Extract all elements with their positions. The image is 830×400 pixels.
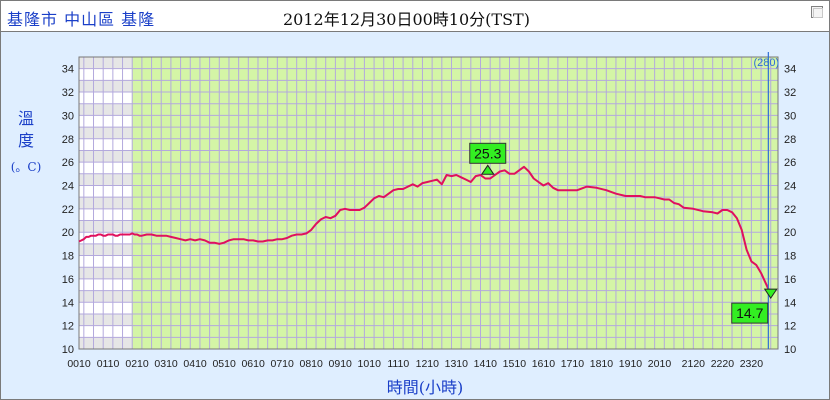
- night-shading-band: [79, 103, 133, 116]
- x-tick-label: 1710: [561, 358, 585, 370]
- night-shading-band: [79, 80, 133, 93]
- night-shading-band: [79, 127, 133, 139]
- window-close-box-icon[interactable]: [811, 6, 823, 18]
- x-tick-label: 0210: [125, 358, 149, 370]
- night-shading-band: [79, 302, 133, 314]
- y-tick-label-right: 28: [784, 134, 796, 146]
- night-shading-band: [79, 162, 133, 174]
- temperature-line: [78, 165, 772, 295]
- plot-area: [79, 57, 778, 349]
- night-shading-band: [79, 185, 133, 198]
- y-tick-label-right: 26: [784, 157, 796, 169]
- y-tick-label-left: 26: [62, 157, 74, 169]
- header-bar: 基隆市 中山區 基隆 2012年12月30日00時10分(TST): [1, 1, 829, 32]
- y-tick-label-left: 18: [62, 251, 74, 263]
- night-shading-band: [79, 197, 133, 209]
- night-shading-band: [79, 243, 133, 256]
- y-tick-label-left: 16: [62, 274, 74, 286]
- current-temp-marker: [763, 288, 778, 300]
- night-shading-band: [79, 325, 133, 338]
- night-shading-band: [79, 278, 133, 291]
- current-temp-label: 14.7: [736, 305, 763, 321]
- night-shading-band: [79, 255, 133, 268]
- night-shading-band: [79, 313, 133, 326]
- night-shading-band: [79, 208, 133, 221]
- y-tick-label-right: 22: [784, 204, 796, 216]
- night-shading-band: [79, 337, 133, 349]
- night-shading-band: [79, 138, 133, 151]
- max-temp-label: 25.3: [474, 145, 501, 161]
- night-shading-band: [79, 92, 133, 104]
- y-tick-label-right: 24: [784, 180, 796, 192]
- night-shading-band: [79, 150, 133, 163]
- y-tick-label-left: 28: [62, 134, 74, 146]
- y-tick-label-left: 20: [62, 227, 74, 239]
- y-tick-label-right: 16: [784, 274, 796, 286]
- x-tick-label: 1510: [503, 358, 527, 370]
- x-tick-label: 1610: [532, 358, 556, 370]
- y-tick-label-right: 20: [784, 227, 796, 239]
- x-tick-label: 0410: [183, 358, 207, 370]
- y-tick-label-left: 34: [62, 64, 74, 76]
- x-tick-label: 0910: [329, 358, 353, 370]
- night-shading-band: [79, 290, 133, 303]
- night-shading-band: [79, 267, 133, 279]
- max-temp-marker: [480, 164, 495, 175]
- plot-border: [78, 56, 779, 350]
- x-tick-label: 1210: [416, 358, 440, 370]
- x-tick-label: 0810: [300, 358, 324, 370]
- x-tick-label: 0510: [212, 358, 236, 370]
- x-tick-label: 2320: [740, 358, 764, 370]
- x-tick-label: 0710: [270, 358, 294, 370]
- night-shading-band: [79, 173, 133, 186]
- x-tick-label: 0010: [67, 358, 91, 370]
- night-shading-band: [79, 232, 133, 244]
- x-tick-label: 2120: [682, 358, 706, 370]
- x-tick-label: 0610: [241, 358, 265, 370]
- y-tick-label-left: 10: [62, 344, 74, 356]
- x-tick-label: 0110: [97, 358, 120, 370]
- current-time-label: (280): [753, 57, 779, 69]
- y-tick-label-right: 32: [784, 87, 796, 99]
- observation-datetime: 2012年12月30日00時10分(TST): [283, 10, 530, 29]
- y-tick-label-right: 34: [784, 64, 796, 76]
- night-shading-band: [79, 68, 133, 81]
- y-tick-label-right: 30: [784, 110, 796, 122]
- current-temp-label-box: [731, 302, 769, 324]
- y-tick-label-right: 10: [784, 344, 796, 356]
- y-tick-label-left: 12: [62, 321, 74, 333]
- x-tick-label: 1410: [474, 358, 498, 370]
- y-tick-label-left: 24: [62, 180, 74, 192]
- y-tick-label-left: 32: [62, 87, 74, 99]
- x-axis-label: 時間(小時): [386, 378, 464, 397]
- x-tick-label: 2010: [648, 358, 672, 370]
- y-tick-label-right: 12: [784, 321, 796, 333]
- y-tick-label-left: 14: [62, 297, 74, 309]
- x-tick-label: 1110: [387, 358, 409, 370]
- night-shading-band: [79, 57, 133, 69]
- y-tick-label-left: 30: [62, 110, 74, 122]
- y-tick-label-right: 18: [784, 251, 796, 263]
- max-temp-label-box: [469, 142, 507, 164]
- x-tick-label: 2220: [711, 358, 735, 370]
- x-tick-label: 1310: [445, 358, 469, 370]
- y-tick-label-left: 22: [62, 204, 74, 216]
- night-shading-band: [79, 115, 133, 128]
- x-tick-label: 1810: [590, 358, 614, 370]
- location-title: 基隆市 中山區 基隆: [7, 10, 156, 29]
- night-shading-band: [79, 220, 133, 233]
- x-tick-label: 0310: [154, 358, 178, 370]
- x-tick-label: 1910: [619, 358, 643, 370]
- x-tick-label: 1010: [358, 358, 382, 370]
- y-axis-label: 溫度: [17, 109, 34, 150]
- y-tick-label-right: 14: [784, 297, 796, 309]
- y-axis-unit: (。C): [10, 160, 42, 174]
